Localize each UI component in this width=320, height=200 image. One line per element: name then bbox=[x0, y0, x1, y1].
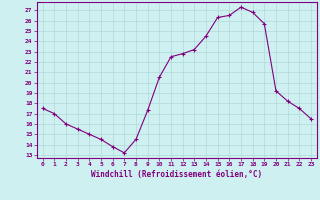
X-axis label: Windchill (Refroidissement éolien,°C): Windchill (Refroidissement éolien,°C) bbox=[91, 170, 262, 179]
